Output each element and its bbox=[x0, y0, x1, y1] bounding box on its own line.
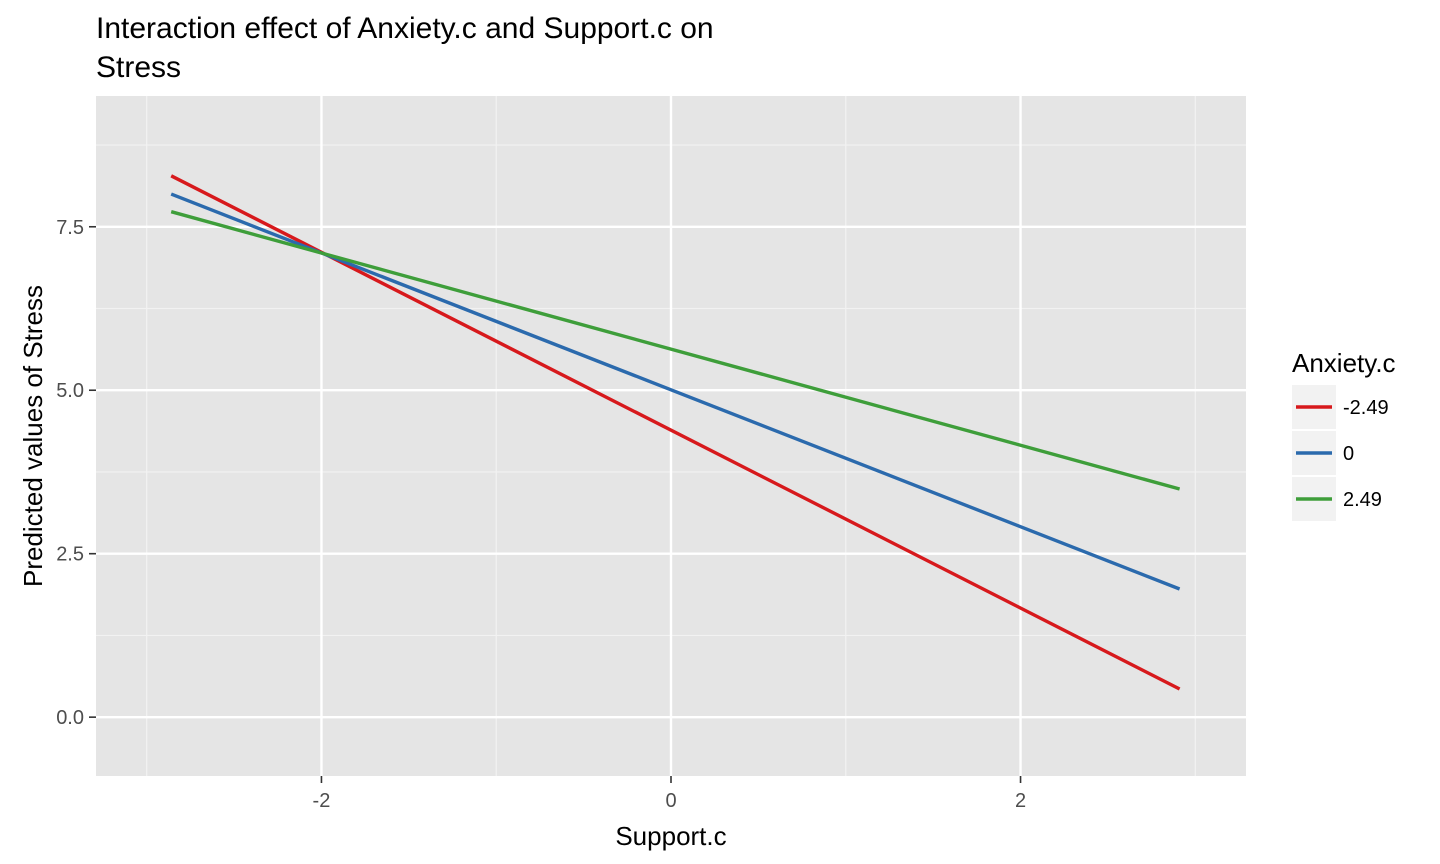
chart-title: Interaction effect of Anxiety.c and Supp… bbox=[96, 12, 714, 45]
legend-title: Anxiety.c bbox=[1292, 348, 1396, 378]
legend: Anxiety.c -2.49 0 2.49 bbox=[1292, 348, 1396, 521]
legend-label-0: -2.49 bbox=[1343, 397, 1389, 419]
y-axis-label: Predicted values of Stress bbox=[18, 285, 48, 587]
x-tick-label: -2 bbox=[313, 790, 331, 812]
series-line-1 bbox=[170, 192, 1181, 591]
legend-label-1: 0 bbox=[1343, 443, 1354, 465]
x-tick-label: 2 bbox=[1015, 790, 1026, 812]
y-tick-label: 7.5 bbox=[56, 217, 84, 239]
legend-label-2: 2.49 bbox=[1343, 489, 1382, 511]
y-tick-label: 0.0 bbox=[56, 707, 84, 729]
x-axis-label: Support.c bbox=[615, 821, 726, 851]
x-tick-label: 0 bbox=[665, 790, 676, 812]
y-tick-label: 2.5 bbox=[56, 544, 84, 566]
x-axis: -2 0 2 bbox=[313, 776, 1026, 812]
chart-title-line2: Stress bbox=[96, 51, 181, 84]
series-lines bbox=[170, 174, 1181, 691]
y-axis: 0.0 2.5 5.0 7.5 bbox=[56, 217, 96, 729]
y-tick-label: 5.0 bbox=[56, 380, 84, 402]
series-line-2 bbox=[170, 210, 1181, 491]
